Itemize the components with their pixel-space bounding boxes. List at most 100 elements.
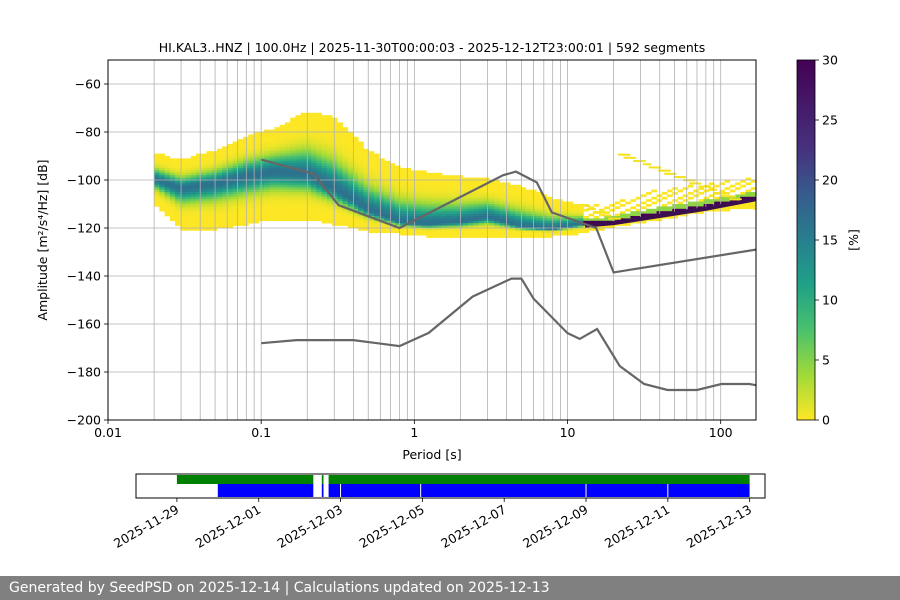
density-cell <box>290 136 296 140</box>
density-cell <box>665 169 671 172</box>
density-cell <box>342 139 349 142</box>
density-cell <box>478 196 485 200</box>
density-cell <box>462 216 469 219</box>
density-cell <box>216 196 223 200</box>
density-cell <box>248 218 254 222</box>
density-cell <box>332 151 338 154</box>
density-cell <box>274 184 281 188</box>
density-cell <box>415 201 422 205</box>
density-cell <box>562 223 568 226</box>
density-cell <box>373 165 380 169</box>
density-cell <box>635 208 642 212</box>
density-cell <box>536 199 542 202</box>
density-cell <box>473 199 479 202</box>
density-cell <box>264 165 270 169</box>
density-cell <box>337 223 343 226</box>
density-cell <box>515 225 521 229</box>
density-cell <box>410 172 417 176</box>
density-cell <box>452 175 459 178</box>
density-cell <box>541 220 548 224</box>
density-cell <box>264 199 270 202</box>
density-cell <box>175 187 181 190</box>
density-cell <box>379 184 385 188</box>
density-cell <box>190 182 197 186</box>
density-cell <box>708 187 715 190</box>
density-cell <box>295 129 302 133</box>
density-cell <box>337 182 343 186</box>
density-cell <box>206 189 213 193</box>
density-cell <box>421 230 427 234</box>
density-cell <box>415 199 422 202</box>
density-cell <box>421 232 427 236</box>
density-cell <box>342 204 349 207</box>
density-cell <box>232 146 239 150</box>
density-cell <box>316 175 322 178</box>
density-cell <box>567 232 574 236</box>
density-cell <box>264 194 270 198</box>
density-cell <box>337 136 343 140</box>
density-cell <box>216 182 223 186</box>
density-cell <box>237 144 244 147</box>
density-cell <box>353 201 359 205</box>
density-cell <box>284 211 291 214</box>
density-cell <box>290 165 296 169</box>
density-cell <box>201 170 207 174</box>
density-cell <box>300 122 307 126</box>
density-cell <box>358 196 364 200</box>
density-cell <box>363 170 370 174</box>
density-cell <box>290 172 296 176</box>
density-cell <box>326 117 333 121</box>
density-cell <box>279 132 286 135</box>
density-cell <box>227 158 234 162</box>
density-cell <box>363 165 370 169</box>
density-cell <box>489 206 495 210</box>
density-cell <box>462 180 469 183</box>
density-cell <box>185 218 192 222</box>
density-cell <box>237 153 244 157</box>
density-cell <box>394 199 401 202</box>
density-cell <box>195 168 202 171</box>
density-cell <box>169 204 176 207</box>
density-cell <box>462 220 469 224</box>
density-cell <box>363 223 370 226</box>
density-cell <box>473 213 479 217</box>
density-cell <box>504 199 511 202</box>
density-cell <box>541 225 548 229</box>
density-cell <box>520 216 527 219</box>
density-cell <box>227 223 234 226</box>
density-cell <box>400 180 406 183</box>
density-cell <box>253 180 260 183</box>
density-cell <box>159 172 165 176</box>
density-cell <box>604 216 610 219</box>
density-cell <box>342 170 349 174</box>
density-cell <box>415 223 422 226</box>
density-cell <box>421 170 427 174</box>
density-cell <box>337 132 343 135</box>
density-cell <box>478 204 485 207</box>
density-cell <box>400 201 406 205</box>
density-cell <box>541 235 548 238</box>
density-cell <box>326 170 333 174</box>
density-cell <box>305 187 312 190</box>
density-cell <box>515 230 521 234</box>
density-cell <box>347 136 354 140</box>
density-cell <box>421 177 427 181</box>
density-cell <box>243 175 249 178</box>
density-cell <box>269 141 275 145</box>
density-cell <box>468 211 474 214</box>
density-cell <box>504 213 511 217</box>
density-cell <box>169 194 176 198</box>
density-cell <box>211 218 218 222</box>
density-cell <box>321 120 328 123</box>
density-cell <box>211 163 218 166</box>
density-cell <box>164 192 171 195</box>
density-cell <box>305 168 312 171</box>
density-cell <box>515 211 521 214</box>
density-cell <box>305 165 312 169</box>
density-cell <box>321 199 328 202</box>
density-cell <box>279 151 286 154</box>
density-cell <box>305 139 312 142</box>
density-cell <box>175 170 181 174</box>
density-cell <box>253 144 260 147</box>
density-cell <box>358 213 364 217</box>
